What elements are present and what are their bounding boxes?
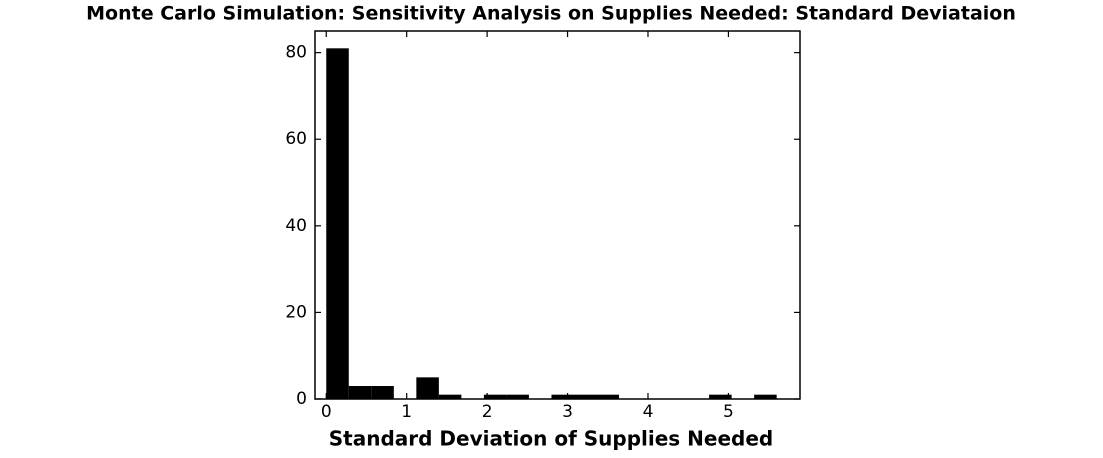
y-tick-label: 40 xyxy=(285,216,307,236)
y-tick-label: 20 xyxy=(285,302,307,322)
x-tick-label: 3 xyxy=(562,402,573,422)
bar xyxy=(754,394,777,399)
x-axis-label: Standard Deviation of Supplies Needed xyxy=(329,427,773,451)
chart-title: Monte Carlo Simulation: Sensitivity Anal… xyxy=(86,3,1016,25)
x-tick-label: 5 xyxy=(723,402,734,422)
bar xyxy=(416,377,439,399)
x-tick-label: 0 xyxy=(321,402,332,422)
y-tick-label: 0 xyxy=(296,389,307,409)
bar xyxy=(438,394,462,399)
bar xyxy=(596,394,620,399)
y-tick-label: 60 xyxy=(285,129,307,149)
x-tick-label: 1 xyxy=(401,402,412,422)
bar xyxy=(551,394,574,399)
bar xyxy=(326,48,349,399)
x-tick-label: 2 xyxy=(482,402,493,422)
bar xyxy=(371,386,394,399)
bar xyxy=(506,394,529,399)
plot-frame xyxy=(314,30,801,400)
x-tick-label: 4 xyxy=(643,402,654,422)
bar xyxy=(709,394,732,399)
bar xyxy=(483,394,507,399)
y-tick-label: 80 xyxy=(285,43,307,63)
bar xyxy=(348,386,372,399)
bar xyxy=(573,394,597,399)
